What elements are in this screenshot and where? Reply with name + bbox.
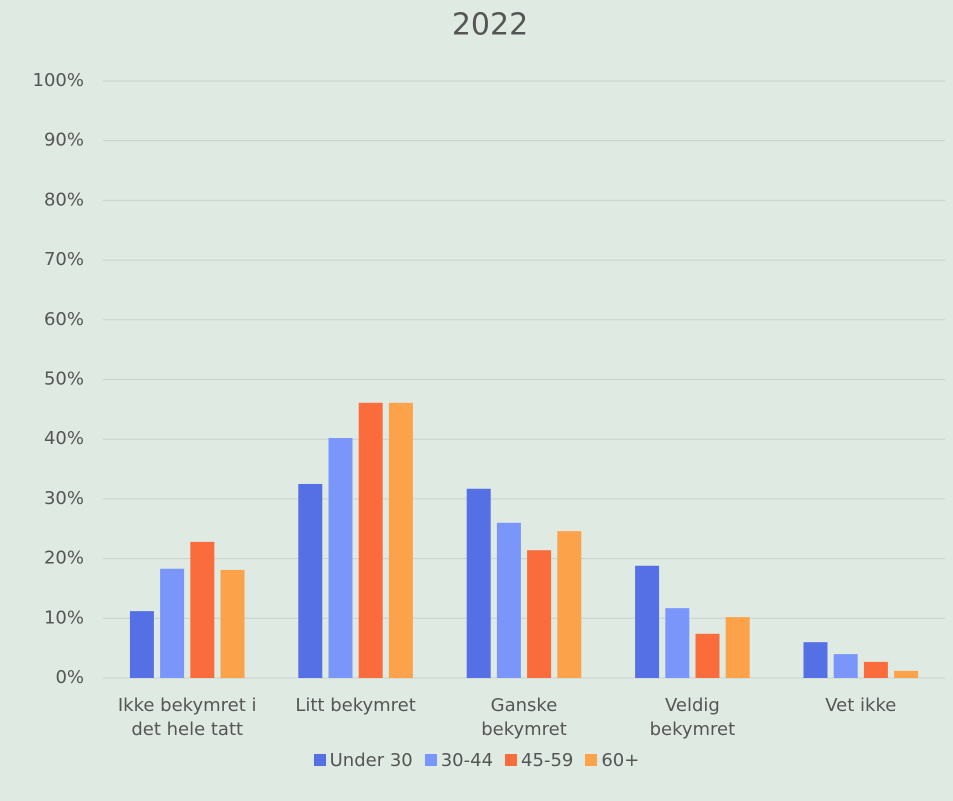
y-tick-label: 10%: [44, 607, 84, 628]
legend-swatch: [505, 754, 518, 766]
legend: Under 30 30-44 45-59 60+: [0, 750, 953, 771]
bar: [220, 569, 245, 678]
bar: [695, 633, 720, 678]
y-tick-label: 70%: [44, 249, 84, 270]
bar: [803, 642, 828, 678]
bar: [496, 522, 521, 678]
y-tick-label: 30%: [44, 488, 84, 509]
bar: [388, 402, 413, 678]
y-tick-label: 20%: [44, 548, 84, 569]
legend-label: Under 30: [329, 750, 413, 771]
bar: [160, 568, 185, 678]
legend-swatch: [585, 754, 598, 766]
bar: [190, 541, 215, 678]
y-tick-label: 80%: [44, 189, 84, 210]
bar: [725, 617, 750, 678]
legend-item: 45-59: [505, 750, 573, 771]
y-tick-label: 60%: [44, 309, 84, 330]
legend-swatch: [424, 754, 437, 766]
bar: [635, 565, 660, 678]
bar: [328, 438, 353, 678]
chart-title: 2022: [452, 8, 528, 43]
legend-item: 60+: [585, 750, 639, 771]
bar: [833, 654, 858, 678]
y-tick-label: 0%: [55, 667, 84, 688]
x-tick-label: Vet ikke: [825, 695, 897, 716]
y-tick-label: 50%: [44, 369, 84, 390]
bar: [358, 402, 383, 678]
bar: [527, 550, 552, 678]
bar: [665, 608, 690, 678]
legend-swatch: [313, 754, 326, 766]
x-tick-label: Ganske bekymret: [481, 695, 567, 740]
bar: [466, 488, 491, 678]
bar: [557, 531, 582, 678]
y-tick-label: 40%: [44, 428, 84, 449]
bar: [298, 483, 323, 678]
legend-item: Under 30: [313, 750, 413, 771]
legend-label: 30-44: [440, 750, 494, 771]
bar: [894, 670, 919, 678]
bar: [129, 611, 154, 678]
x-tick-label: Ikke bekymret i det hele tatt: [117, 695, 257, 740]
x-tick-label: Litt bekymret: [295, 695, 416, 716]
x-tick-label: Veldig bekymret: [649, 695, 736, 740]
y-tick-label: 100%: [33, 70, 84, 91]
y-tick-label: 90%: [44, 130, 84, 151]
legend-label: 60+: [601, 750, 640, 771]
legend-item: 30-44: [424, 750, 494, 771]
legend-label: 45-59: [521, 750, 574, 771]
bar: [863, 661, 888, 678]
